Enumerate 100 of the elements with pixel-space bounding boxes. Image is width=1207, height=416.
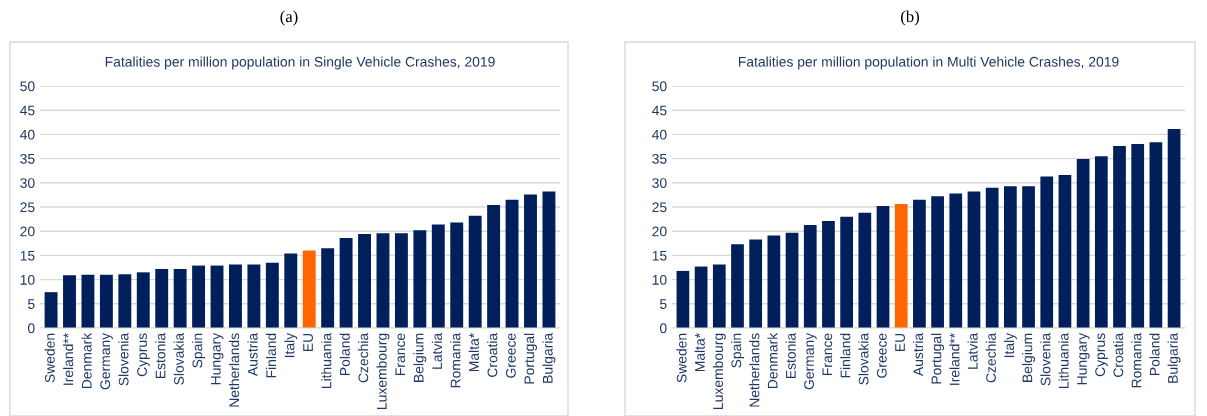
x-tick-label: Ireland** [63,333,74,385]
bar [949,193,963,328]
y-tick-label: 50 [652,81,667,92]
x-tick-label: Malta* [694,333,705,372]
bar [450,222,464,328]
bar [487,205,501,328]
bar [785,232,799,328]
bar [694,266,708,328]
bar [136,272,150,328]
bar [542,191,556,328]
x-tick-label: Romania [1131,332,1142,388]
y-tick-label: 40 [652,129,667,140]
bar [876,206,890,328]
y-tick-label: 20 [652,226,667,237]
x-tick-label: Estonia [155,332,166,379]
bar [302,250,316,328]
bar [44,292,58,328]
bar [229,264,242,328]
x-tick-label: Bulgaria [1167,332,1181,383]
x-tick-label: Italy [1003,332,1017,358]
bar [468,215,482,328]
y-tick-label: 25 [20,202,35,213]
bar [1167,129,1181,328]
bar [1003,186,1017,328]
y-tick-label: 5 [659,299,667,309]
y-tick-label: 5 [27,299,35,309]
x-tick-label: Lithuania [1058,332,1069,389]
x-tick-label: Greece [876,333,887,378]
x-tick-label: Slovakia [858,332,869,385]
y-tick-label: 30 [20,178,35,188]
bar [931,196,944,328]
bar [1040,176,1054,328]
y-tick-label: 45 [652,105,667,116]
bar [858,212,872,328]
x-tick-label: Malta* [468,333,479,372]
bar [524,194,537,328]
bar [505,199,519,328]
x-tick-label: Latvia [967,332,978,369]
bar [413,230,427,328]
x-tick-label: Germany [100,332,113,390]
x-tick-label: Finland [840,333,851,378]
x-tick-label: Portugal [524,333,537,384]
bar [155,268,169,328]
bar [894,204,908,328]
x-tick-label: Cyprus [1095,333,1108,377]
bar [1131,144,1145,328]
y-tick-label: 50 [20,81,35,92]
bar [339,237,353,328]
x-tick-label: Luxembourg [376,333,390,409]
x-tick-label: Austria [912,332,924,377]
bar [210,265,224,328]
bar [967,191,981,328]
bar [1022,186,1035,328]
y-tick-label: 10 [652,274,667,285]
y-tick-label: 0 [659,323,667,334]
x-tick-label: Greece [505,333,516,378]
bar [822,221,835,328]
bar [284,253,298,328]
x-tick-label: EU [303,333,313,352]
x-tick-label: Germany [804,332,817,390]
x-tick-label: Netherlands [228,333,240,407]
x-tick-label: Cyprus [137,333,150,377]
bar [192,265,206,328]
chart-title: Fatalities per million population in Multi Vehicle Crashes, 2019 [738,56,1119,70]
x-tick-label: Portugal [931,333,945,384]
y-tick-label: 10 [20,274,35,285]
x-tick-label: Latvia [431,332,443,369]
bar [63,275,76,328]
x-tick-label: Bulgaria [542,332,556,383]
x-tick-label: Sweden [44,333,55,383]
x-tick-label: Sweden [676,333,687,383]
y-tick-label: 20 [20,226,35,237]
bar [1094,156,1108,328]
x-tick-label: Spain [731,333,744,368]
bar [173,268,187,328]
x-tick-label: Italy [284,332,298,358]
x-tick-label: Estonia [785,332,796,379]
bar [749,239,763,328]
x-tick-label: Luxembourg [712,333,726,409]
y-tick-label: 30 [652,178,667,188]
text: (b) [901,10,919,26]
x-tick-label: Spain [192,333,206,368]
bar [358,234,371,328]
bar [913,199,926,328]
x-tick-label: Denmark [767,332,778,389]
x-tick-label: Austria [247,332,258,377]
bar [99,274,113,328]
bar [676,270,690,328]
bar [731,244,744,328]
x-tick-label: Hungary [1077,332,1090,385]
x-tick-label: Slovenia [1040,332,1051,386]
x-tick-label: Romania [450,332,461,388]
bar [803,224,817,328]
x-tick-label: Slovenia [118,332,129,386]
x-tick-label: Poland [339,333,350,375]
x-tick-label: France [395,333,406,375]
bar [118,274,132,328]
bar [81,274,95,328]
x-tick-label: Netherlands [749,333,760,407]
bar [985,187,999,328]
